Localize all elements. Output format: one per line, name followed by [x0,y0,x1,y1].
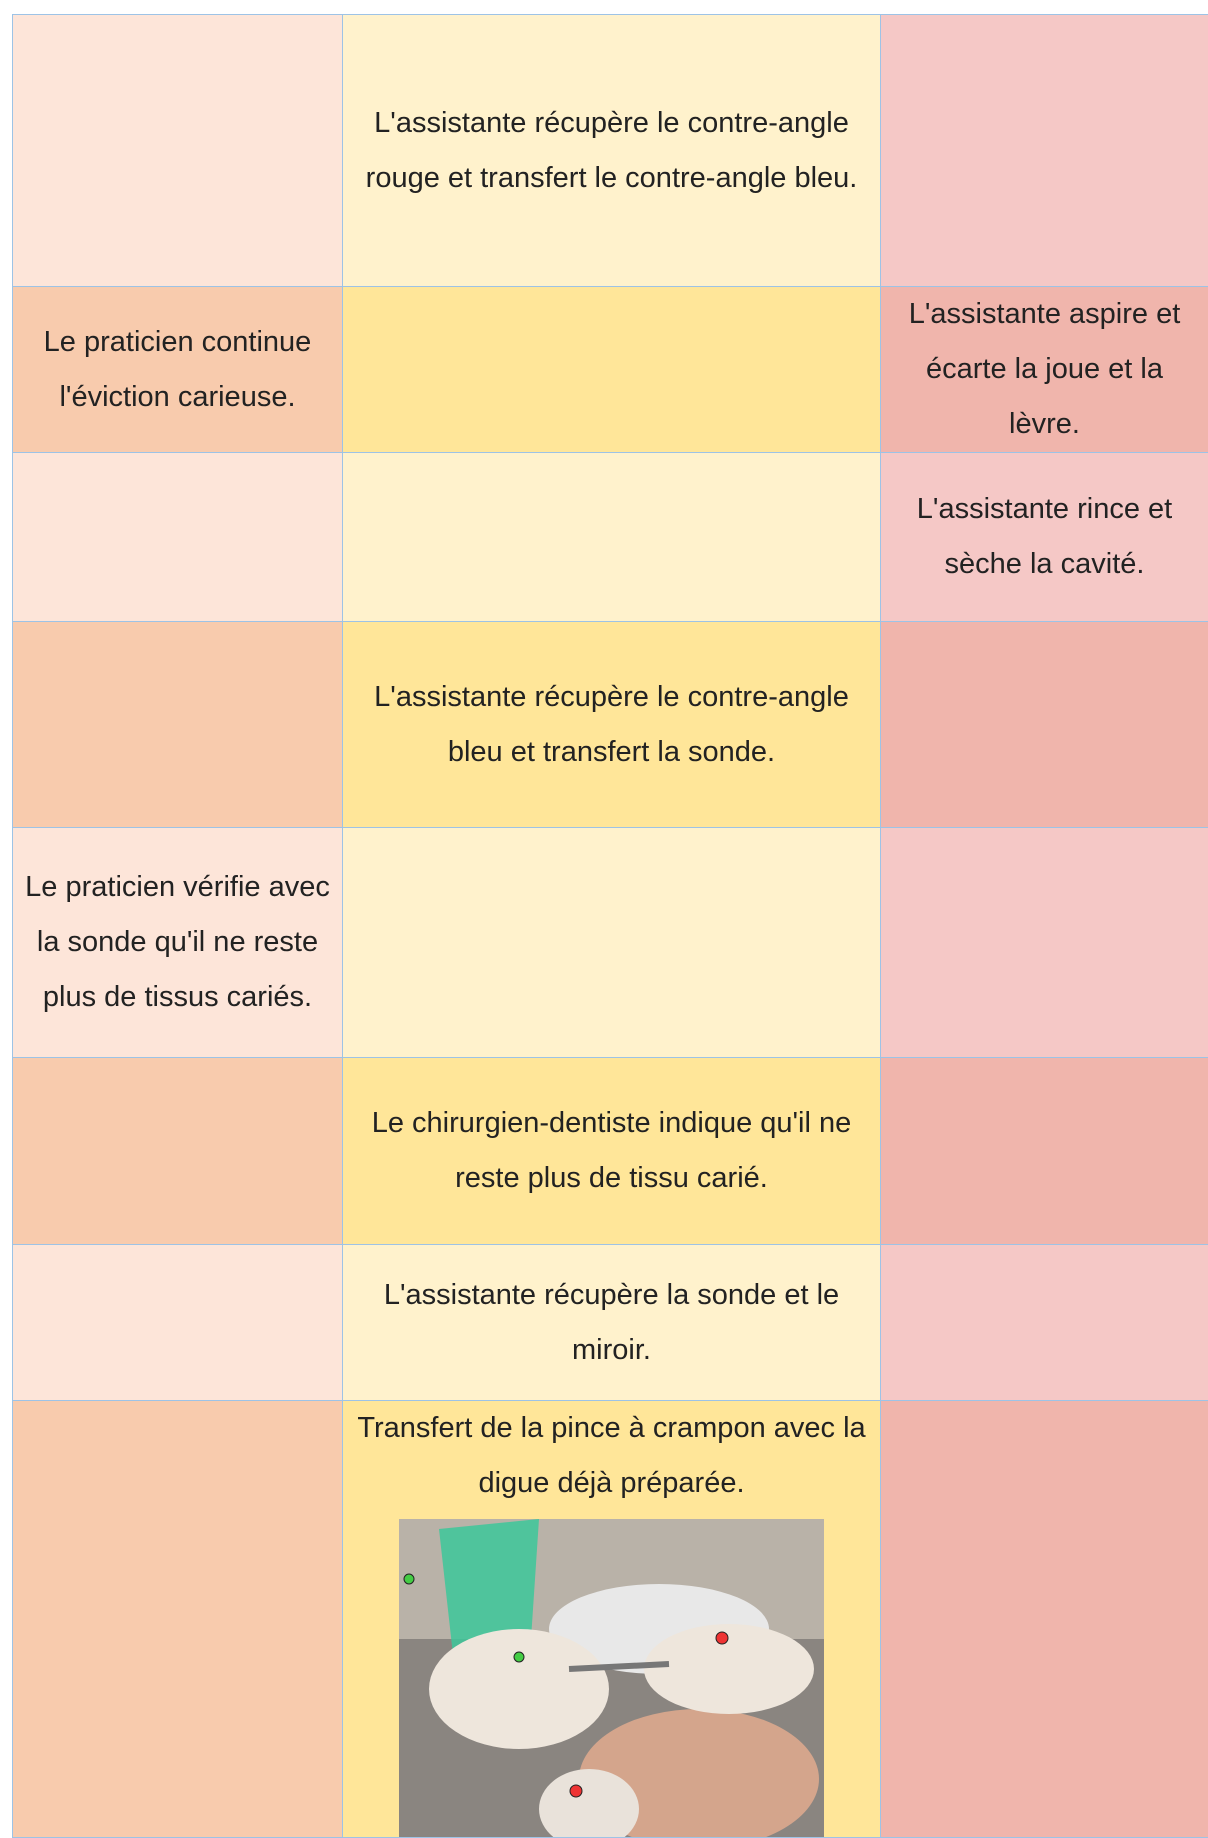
cell-text: L'assistante récupère le contre-angle ro… [365,106,858,194]
table-cell: L'assistante récupère le contre-angle bl… [342,621,881,828]
cell-text: L'assistante aspire et écarte la joue et… [908,298,1181,440]
cell-text: L'assistante récupère le contre-angle bl… [374,680,849,768]
table-cell: L'assistante récupère le contre-angle ro… [342,14,881,287]
table-cell [342,827,881,1058]
table-cell: Transfert de la pince à crampon avec la … [342,1400,881,1838]
cell-text: L'assistante rince et sèche la cavité. [916,493,1173,580]
cell-text: Le praticien continue l'éviction carieus… [43,325,312,413]
photo [399,1519,824,1837]
table-cell: Le praticien vérifie avec la sonde qu'il… [12,827,343,1058]
cell-text: Le chirurgien-dentiste indique qu'il ne … [371,1107,852,1194]
table-cell [880,1057,1208,1245]
table-cell [12,14,343,287]
table-cell: Le praticien continue l'éviction carieus… [12,286,343,453]
table-cell [880,1400,1208,1838]
cell-text: L'assistante récupère la sonde et le mir… [383,1278,840,1366]
table-cell [12,452,343,622]
table-cell [342,286,881,453]
table-cell [880,827,1208,1058]
table-cell [12,1244,343,1401]
table-cell [12,621,343,828]
table-cell: L'assistante récupère la sonde et le mir… [342,1244,881,1401]
table-cell [880,1244,1208,1401]
table-cell [12,1400,343,1838]
table-cell: L'assistante rince et sèche la cavité. [880,452,1208,622]
cell-text: Transfert de la pince à crampon avec la … [357,1412,866,1499]
table-cell [880,621,1208,828]
table-cell: L'assistante aspire et écarte la joue et… [880,286,1208,453]
table-cell: Le chirurgien-dentiste indique qu'il ne … [342,1057,881,1245]
table-cell [12,1057,343,1245]
cell-text: Le praticien vérifie avec la sonde qu'il… [25,871,330,1013]
table-cell [880,14,1208,287]
table-cell [342,452,881,622]
